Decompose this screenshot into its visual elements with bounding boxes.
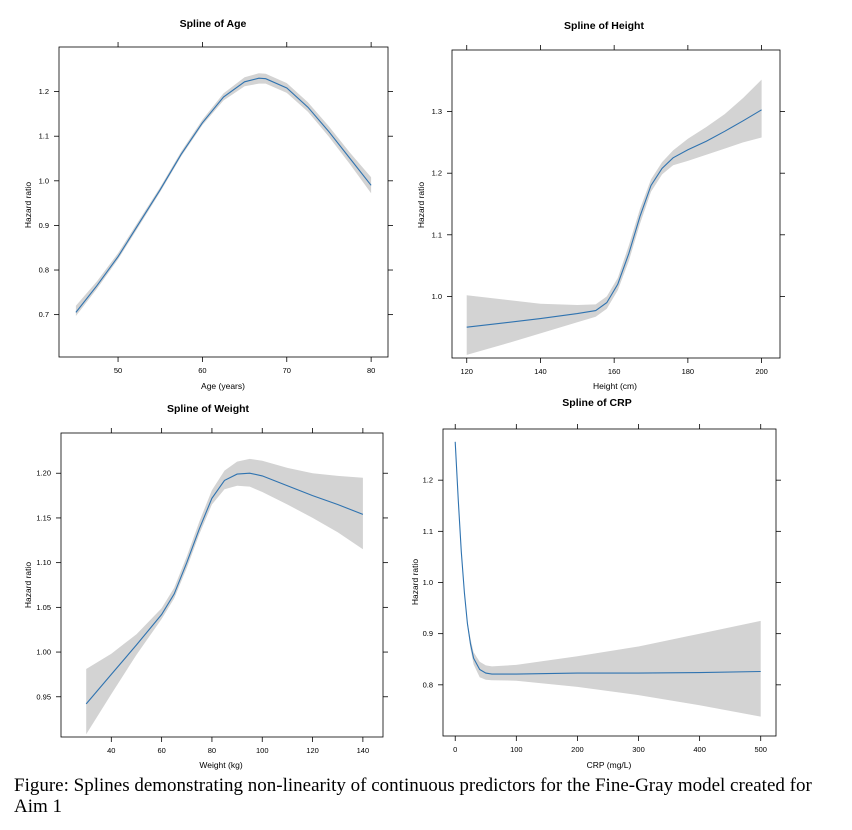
x-tick-label: 60 — [157, 746, 165, 755]
y-tick-label: 1.0 — [432, 292, 442, 301]
y-tick-label: 0.8 — [423, 680, 433, 689]
x-tick-label: 140 — [357, 746, 370, 755]
panel-height: Spline of Height Height (cm) Hazard rati… — [416, 20, 785, 391]
x-tick-label: 80 — [367, 366, 375, 375]
spline-line — [85, 472, 364, 705]
x-tick-label: 200 — [755, 367, 768, 376]
x-tick-label: 160 — [608, 367, 621, 376]
y-tick-label: 1.3 — [432, 107, 442, 116]
plot-frame — [58, 46, 389, 358]
x-tick-label: 500 — [754, 745, 767, 754]
x-axis-label: Age (years) — [201, 381, 245, 391]
x-axis-label: Height (cm) — [593, 381, 637, 391]
x-tick-label: 0 — [453, 745, 457, 754]
plot-frame — [60, 432, 384, 738]
x-tick-label: 140 — [534, 367, 547, 376]
x-tick-label: 200 — [571, 745, 584, 754]
y-axis-label: Hazard ratio — [410, 559, 420, 606]
x-tick-label: 50 — [114, 366, 122, 375]
y-tick-label: 1.0 — [39, 176, 49, 185]
y-tick-label: 1.05 — [36, 603, 51, 612]
x-tick-label: 120 — [460, 367, 473, 376]
figure-caption: Figure: Splines demonstrating non-linear… — [14, 775, 812, 817]
y-tick-label: 1.10 — [36, 558, 51, 567]
plot-frame — [451, 49, 781, 359]
spline-line — [454, 441, 761, 675]
x-tick-label: 80 — [208, 746, 216, 755]
y-tick-label: 1.20 — [36, 469, 51, 478]
panel-title: Spline of Height — [564, 20, 644, 32]
x-tick-label: 100 — [510, 745, 523, 754]
y-tick-label: 0.7 — [39, 310, 49, 319]
y-axis-label: Hazard ratio — [23, 182, 33, 229]
x-tick-label: 100 — [256, 746, 269, 755]
x-tick-label: 120 — [306, 746, 319, 755]
panel-title: Spline of CRP — [562, 397, 631, 409]
y-tick-label: 1.2 — [39, 87, 49, 96]
x-tick-label: 60 — [198, 366, 206, 375]
y-tick-label: 0.9 — [423, 629, 433, 638]
y-axis-label: Hazard ratio — [416, 182, 426, 229]
x-tick-label: 300 — [632, 745, 645, 754]
panel-title: Spline of Age — [180, 18, 247, 30]
x-tick-label: 70 — [283, 366, 291, 375]
x-axis-label: Weight (kg) — [199, 760, 242, 770]
x-tick-label: 400 — [693, 745, 706, 754]
confidence-band — [75, 73, 372, 316]
y-tick-label: 1.00 — [36, 648, 51, 657]
confidence-band — [455, 441, 761, 717]
y-axis-label: Hazard ratio — [23, 562, 33, 609]
y-tick-label: 1.1 — [39, 132, 49, 141]
spline-line — [75, 77, 372, 313]
panel-weight: Spline of Weight Weight (kg) Hazard rati… — [23, 403, 388, 770]
y-tick-label: 0.8 — [39, 266, 49, 275]
x-tick-label: 40 — [107, 746, 115, 755]
y-tick-label: 0.9 — [39, 221, 49, 230]
y-tick-label: 1.2 — [423, 476, 433, 485]
confidence-band — [466, 79, 762, 355]
x-tick-label: 180 — [682, 367, 695, 376]
y-tick-label: 1.15 — [36, 513, 51, 522]
y-tick-label: 1.1 — [423, 527, 433, 536]
y-tick-label: 1.2 — [432, 169, 442, 178]
y-tick-label: 1.1 — [432, 230, 442, 239]
y-tick-label: 1.0 — [423, 578, 433, 587]
spline-line — [466, 109, 762, 328]
y-tick-label: 0.95 — [36, 692, 51, 701]
confidence-band — [86, 458, 363, 735]
x-axis-label: CRP (mg/L) — [587, 760, 632, 770]
panel-crp: Spline of CRP CRP (mg/L) Hazard ratio 0 1… — [410, 397, 781, 770]
panel-age: Spline of Age Age (years) Hazard ratio 5… — [23, 18, 393, 391]
panel-title: Spline of Weight — [167, 403, 250, 415]
spline-figure: Spline of Age Age (years) Hazard ratio 5… — [23, 18, 785, 770]
